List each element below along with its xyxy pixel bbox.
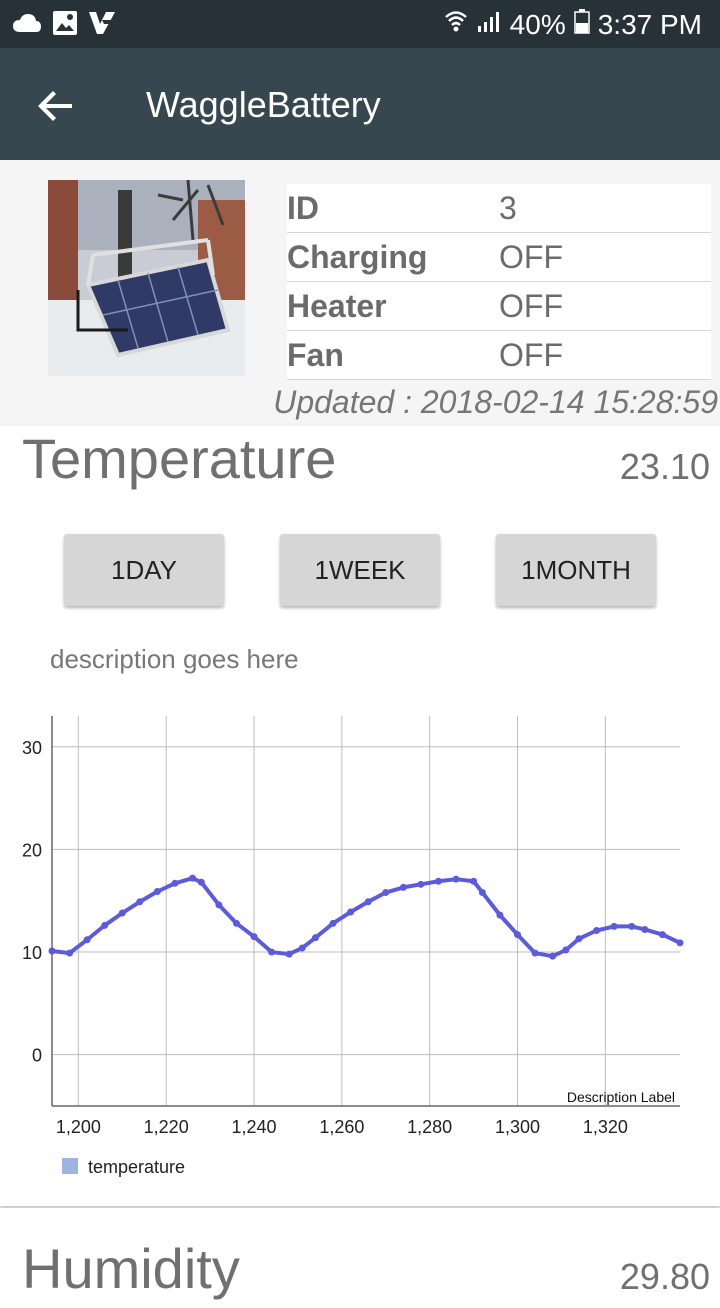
range-1week-button[interactable]: 1WEEK	[280, 534, 440, 606]
info-label: Heater	[287, 288, 387, 324]
image-icon	[52, 10, 78, 41]
data-point	[268, 948, 276, 956]
y-tick-label: 30	[22, 738, 42, 758]
data-point	[189, 874, 197, 882]
info-label: ID	[287, 190, 319, 226]
y-tick-label: 20	[22, 840, 42, 860]
data-point	[250, 933, 258, 941]
x-tick-label: 1,300	[495, 1117, 540, 1137]
data-point	[197, 878, 205, 886]
device-info-table: ID 3 Charging OFF Heater OFF Fan OFF	[287, 184, 711, 380]
info-row-heater: Heater OFF	[287, 282, 711, 331]
data-point	[658, 931, 666, 939]
status-bar: 40% 3:37 PM	[0, 0, 720, 48]
data-point	[628, 922, 636, 930]
cloud-icon	[12, 12, 42, 39]
data-point	[48, 947, 56, 955]
data-point	[285, 950, 293, 958]
series-line-temperature	[51, 876, 681, 959]
data-point	[434, 877, 442, 885]
range-1day-button[interactable]: 1DAY	[64, 534, 224, 606]
clock: 3:37 PM	[597, 8, 702, 40]
data-point	[232, 919, 240, 927]
x-tick-label: 1,280	[407, 1117, 452, 1137]
data-point	[562, 946, 570, 954]
data-point	[329, 919, 337, 927]
temperature-chart: 0 10 20 30 1,200 1,220 1,240 1,260 1,280 1,300 1,3…	[22, 716, 684, 1177]
data-point	[575, 935, 583, 943]
data-point	[610, 922, 618, 930]
data-point	[496, 911, 504, 919]
legend-label: temperature	[88, 1157, 185, 1177]
y-tick-label: 0	[32, 1046, 42, 1066]
info-value: OFF	[499, 239, 563, 275]
data-point	[311, 934, 319, 942]
data-point	[171, 879, 179, 887]
temperature-card: Temperature 23.10 1DAY 1WEEK 1MONTH desc…	[0, 426, 720, 1206]
range-1month-button[interactable]: 1MONTH	[496, 534, 656, 606]
data-point	[417, 880, 425, 888]
data-point	[364, 898, 372, 906]
data-point	[118, 909, 126, 917]
x-tick-label: 1,320	[583, 1117, 628, 1137]
info-value: OFF	[499, 337, 563, 373]
data-point	[101, 921, 109, 929]
data-point	[452, 875, 460, 883]
section-title: Humidity	[22, 1237, 240, 1300]
data-point	[399, 883, 407, 891]
info-label: Fan	[287, 337, 344, 373]
x-tick-label: 1,260	[319, 1117, 364, 1137]
section-title: Temperature	[22, 427, 337, 490]
x-tick-label: 1,220	[144, 1117, 189, 1137]
data-point	[298, 944, 306, 952]
signal-icon	[476, 9, 502, 41]
data-point	[549, 952, 557, 960]
data-point	[83, 936, 91, 944]
current-value: 29.80	[619, 1256, 710, 1297]
app-bar: WaggleBattery	[0, 48, 720, 160]
x-tick-label: 1,240	[231, 1117, 276, 1137]
data-point	[66, 949, 74, 957]
data-point	[478, 889, 486, 897]
data-point	[382, 889, 390, 897]
chart-description: description goes here	[50, 644, 299, 674]
chart-description-label: Description Label	[567, 1089, 675, 1105]
y-tick-label: 10	[22, 943, 42, 963]
humidity-card: Humidity 29.80	[0, 1208, 720, 1308]
back-arrow-icon[interactable]	[32, 82, 80, 130]
data-point	[136, 898, 144, 906]
data-point	[347, 908, 355, 916]
data-point	[531, 949, 539, 957]
app-v-icon	[88, 10, 116, 41]
info-value: 3	[499, 190, 517, 226]
system-status: 40% 3:37 PM	[444, 8, 702, 41]
data-point	[641, 925, 649, 933]
info-row-fan: Fan OFF	[287, 331, 711, 380]
wifi-icon	[444, 8, 468, 41]
battery-icon	[573, 8, 590, 41]
data-point	[153, 888, 161, 895]
data-point	[593, 927, 601, 934]
updated-timestamp: Updated : 2018-02-14 15:28:59	[273, 384, 718, 420]
data-point	[215, 901, 223, 909]
info-row-charging: Charging OFF	[287, 233, 711, 282]
notification-icons	[12, 10, 116, 41]
current-value: 23.10	[619, 446, 710, 487]
x-tick-label: 1,200	[56, 1117, 101, 1137]
device-info: ID 3 Charging OFF Heater OFF Fan OFF Upd…	[0, 160, 720, 426]
data-point	[514, 931, 522, 939]
app-title: WaggleBattery	[146, 84, 381, 125]
data-point	[470, 877, 478, 885]
info-row-id: ID 3	[287, 184, 711, 233]
info-value: OFF	[499, 288, 563, 324]
data-point	[676, 939, 684, 947]
legend-swatch	[62, 1158, 78, 1174]
device-photo	[48, 179, 245, 376]
battery-percent: 40%	[509, 8, 566, 40]
info-label: Charging	[287, 239, 428, 275]
